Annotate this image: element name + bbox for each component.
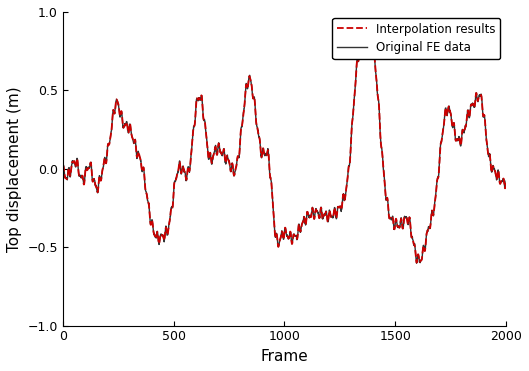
Interpolation results xyxy=(425,227,431,231)
Y-axis label: Top displacement (m): Top displacement (m) xyxy=(7,86,22,252)
Interpolation results xyxy=(224,154,231,159)
Original FE data xyxy=(413,261,419,265)
Interpolation results xyxy=(362,27,369,32)
Original FE data xyxy=(224,155,231,159)
Interpolation results xyxy=(326,209,332,213)
Interpolation results xyxy=(60,165,66,170)
Line: Original FE data: Original FE data xyxy=(63,30,506,263)
Interpolation results xyxy=(84,168,90,172)
Legend: Interpolation results, Original FE data: Interpolation results, Original FE data xyxy=(332,18,500,59)
Original FE data xyxy=(326,208,332,212)
Interpolation results xyxy=(99,168,105,173)
Original FE data xyxy=(362,27,369,32)
Original FE data xyxy=(70,160,76,165)
Interpolation results xyxy=(70,160,76,164)
Original FE data xyxy=(60,164,66,169)
X-axis label: Frame: Frame xyxy=(261,349,308,364)
Original FE data xyxy=(84,167,90,171)
Original FE data xyxy=(503,179,509,183)
Line: Interpolation results: Interpolation results xyxy=(63,29,506,263)
Interpolation results xyxy=(413,260,419,265)
Original FE data xyxy=(99,169,105,173)
Original FE data xyxy=(425,227,431,231)
Interpolation results xyxy=(503,178,509,183)
